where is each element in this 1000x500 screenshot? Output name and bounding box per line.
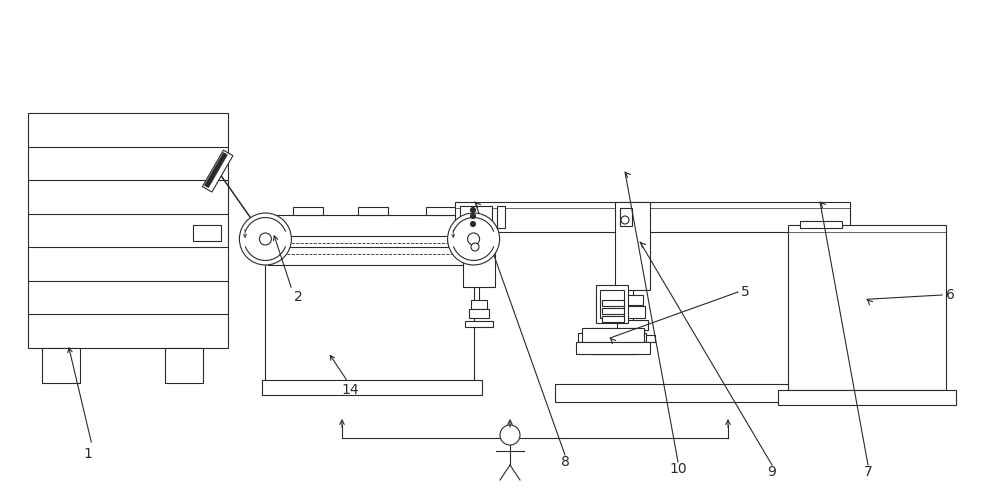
Circle shape — [468, 233, 480, 245]
Bar — [615, 202, 650, 290]
Bar — [460, 206, 492, 228]
Bar — [42, 348, 80, 383]
Text: 14: 14 — [341, 383, 359, 397]
Bar — [576, 342, 650, 354]
Bar — [620, 306, 645, 318]
Bar — [497, 206, 505, 228]
Bar — [202, 150, 233, 192]
Bar — [590, 328, 636, 354]
Text: 7: 7 — [864, 465, 872, 479]
Circle shape — [621, 216, 629, 224]
Bar — [206, 154, 228, 188]
Bar — [463, 232, 495, 287]
Bar — [268, 214, 471, 236]
Bar — [165, 348, 203, 383]
Circle shape — [470, 208, 476, 212]
Bar — [28, 113, 228, 348]
Bar — [293, 206, 323, 214]
Bar — [788, 225, 946, 390]
Bar — [610, 335, 655, 342]
Bar — [471, 300, 487, 309]
Text: 2: 2 — [294, 290, 302, 304]
Bar — [262, 380, 482, 395]
Bar — [596, 285, 628, 323]
Text: 6: 6 — [946, 288, 954, 302]
Bar — [555, 384, 827, 402]
Bar — [268, 247, 471, 265]
Bar — [469, 309, 489, 318]
Circle shape — [259, 233, 271, 245]
Circle shape — [471, 243, 479, 251]
Circle shape — [470, 214, 476, 218]
Circle shape — [448, 213, 500, 265]
Text: 9: 9 — [768, 465, 776, 479]
Bar — [800, 221, 842, 228]
Text: 10: 10 — [669, 462, 687, 476]
Bar — [469, 238, 479, 255]
Bar — [465, 321, 493, 327]
Text: 5: 5 — [741, 285, 749, 299]
Bar — [602, 300, 624, 306]
Bar — [582, 328, 644, 342]
Bar — [600, 290, 624, 318]
Circle shape — [239, 213, 291, 265]
Bar — [426, 206, 456, 214]
Bar — [778, 390, 956, 405]
Bar — [602, 308, 624, 314]
Circle shape — [500, 425, 520, 445]
Bar — [204, 152, 226, 187]
Bar — [592, 342, 634, 354]
Bar — [193, 224, 221, 240]
Circle shape — [470, 222, 476, 226]
Text: 8: 8 — [561, 455, 569, 469]
Bar — [578, 333, 646, 342]
Bar — [620, 208, 632, 226]
Bar — [622, 295, 643, 305]
Bar — [358, 206, 388, 214]
Bar — [602, 316, 624, 322]
Bar — [617, 320, 648, 330]
Text: 1: 1 — [84, 447, 92, 461]
Bar — [455, 202, 850, 232]
